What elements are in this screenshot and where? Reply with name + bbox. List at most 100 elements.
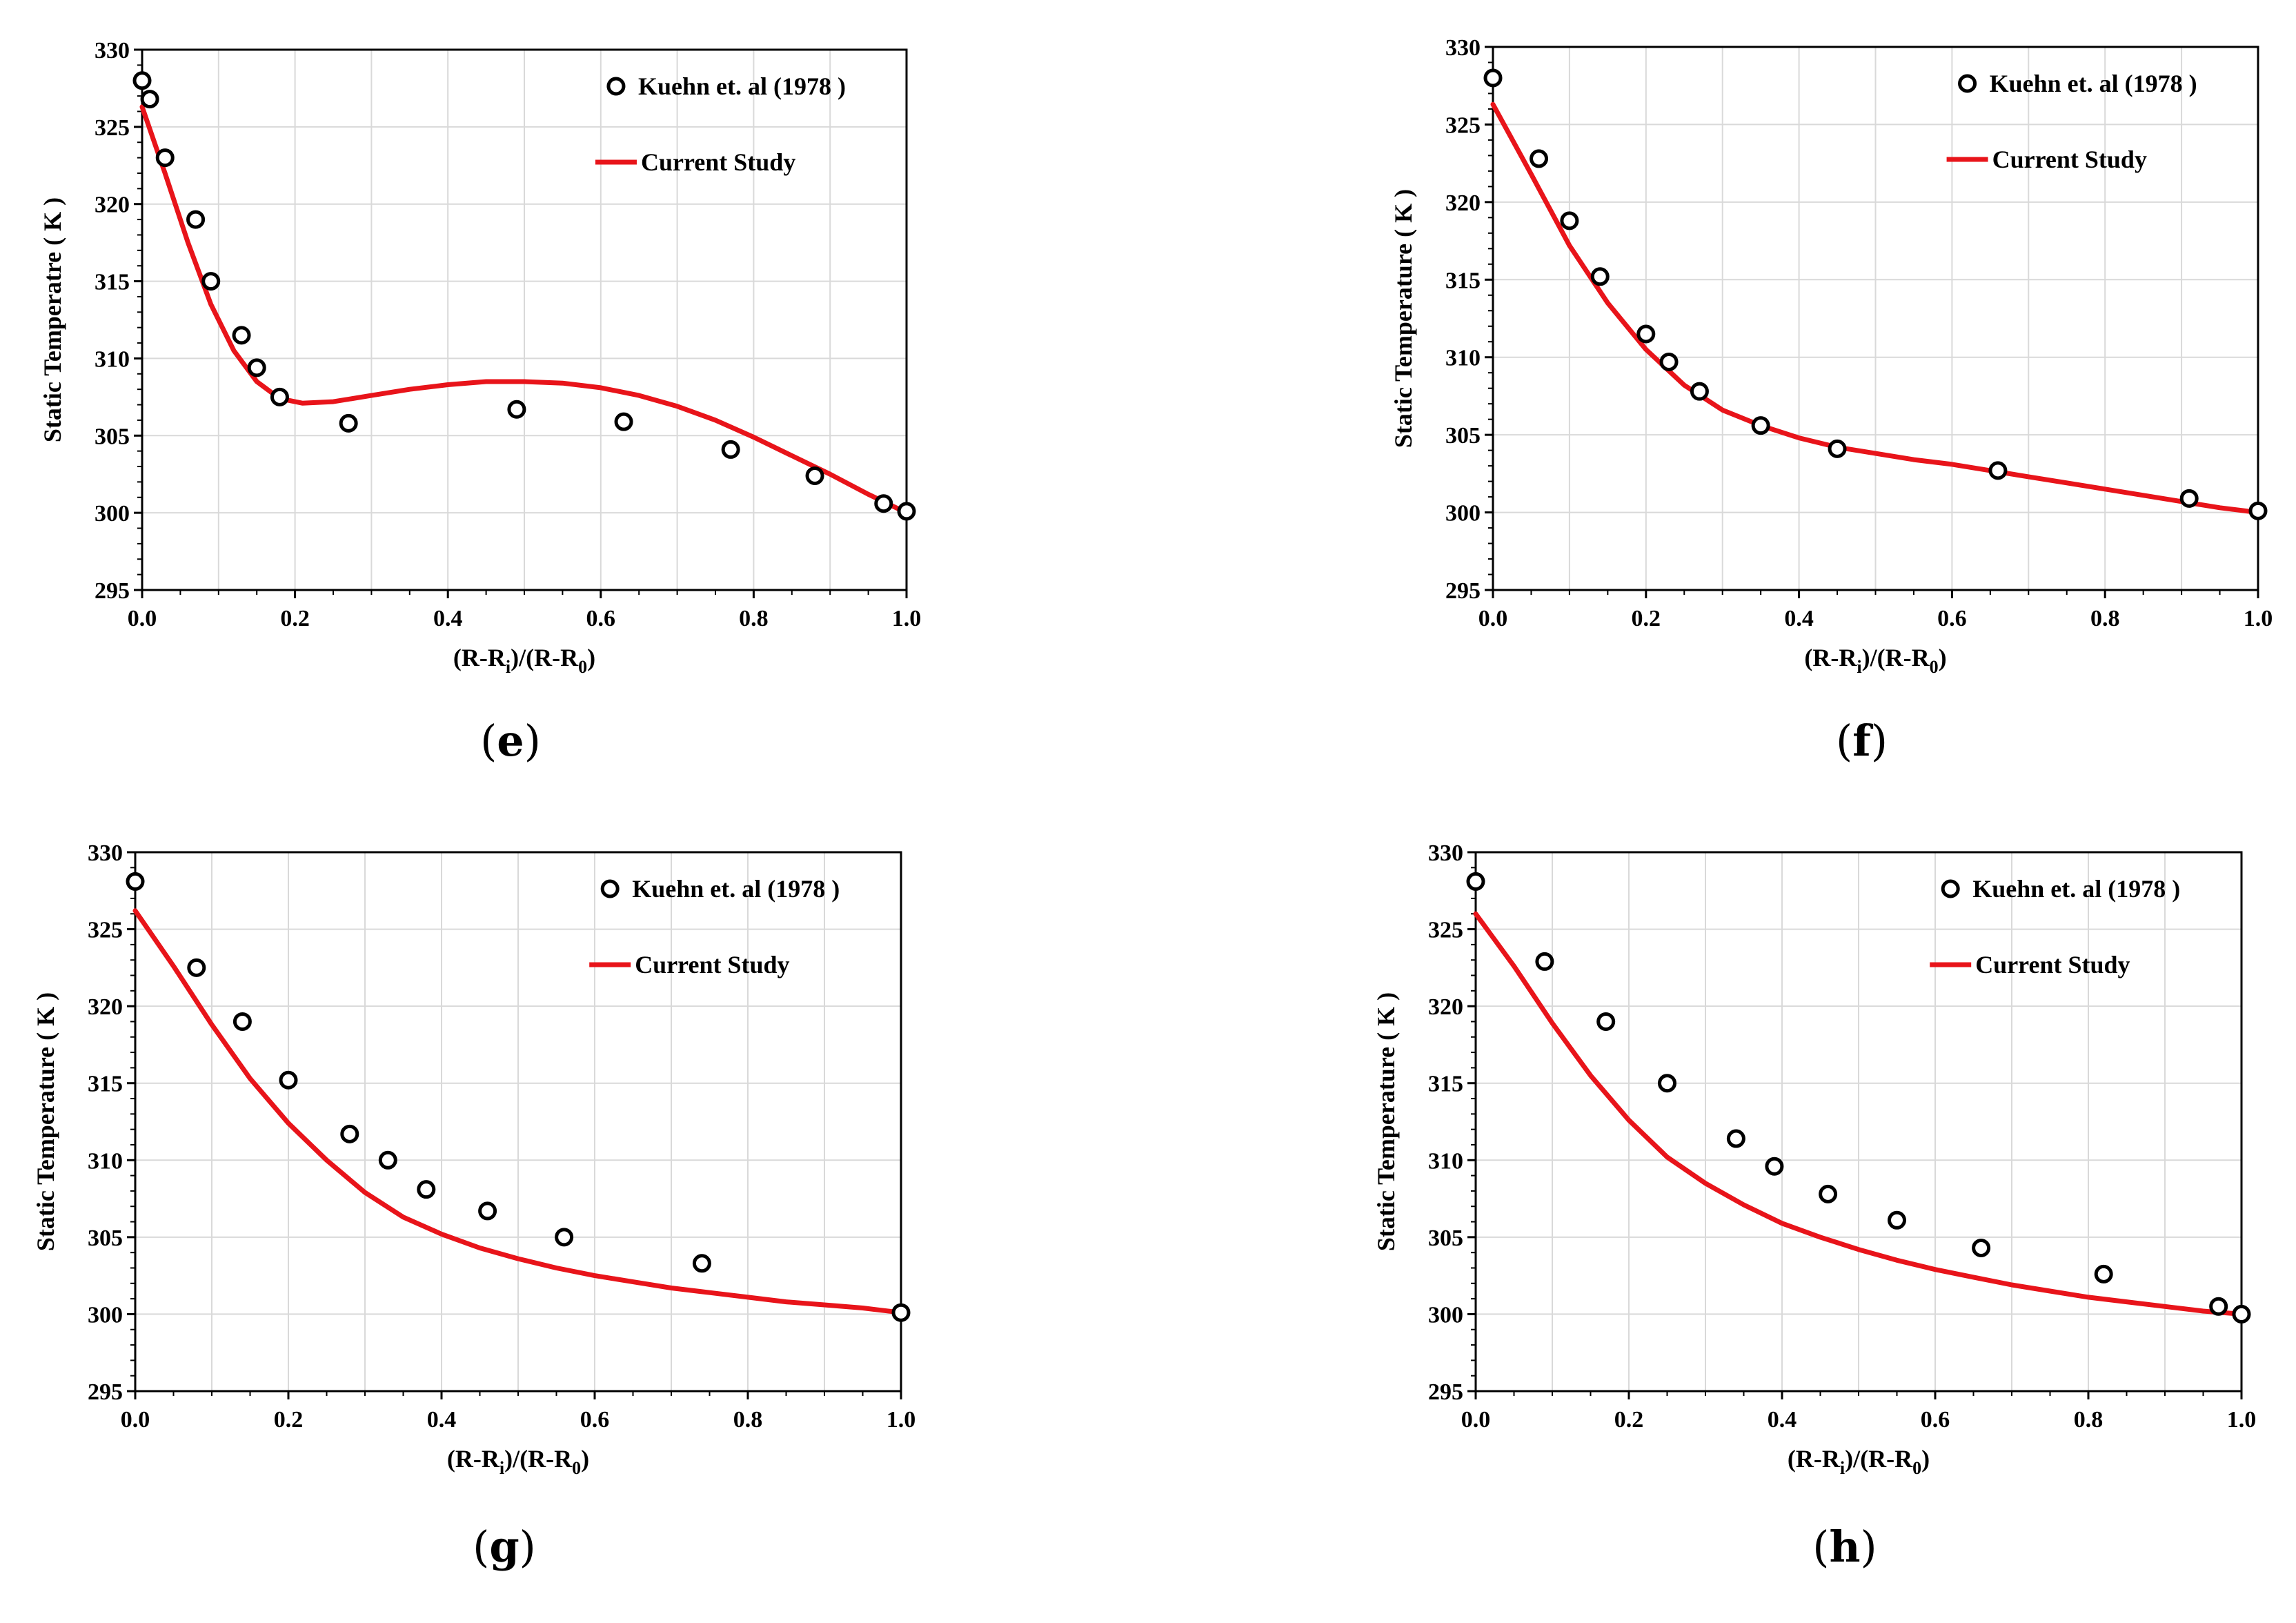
data-point-kuehn [1659,352,1679,371]
y-tick-label: 315 [95,270,130,295]
x-axis-title-part: 0 [1912,1458,1921,1478]
x-tick-label: 0.4 [1768,1407,1797,1433]
y-tick-label: 310 [95,346,130,372]
y-tick-label: 320 [95,193,130,218]
data-point-kuehn [721,440,740,459]
data-point-kuehn [126,872,145,891]
data-point-kuehn [555,1228,574,1247]
y-tick-label: 310 [1445,346,1481,371]
data-point-kuehn [897,502,916,521]
legend-label-current-study: Current Study [1975,951,2130,978]
data-point-kuehn [1530,149,1549,168]
data-point-kuehn [1560,211,1579,230]
data-point-kuehn [1658,1074,1676,1093]
x-axis-title-part: ) [587,644,595,671]
y-tick-label: 310 [88,1148,123,1174]
data-point-kuehn [692,1254,711,1273]
legend-marker-icon [606,77,626,96]
data-point-kuehn [132,71,152,90]
legend-label-current-study: Current Study [1992,146,2147,173]
x-tick-label: 0.6 [580,1407,610,1433]
data-point-kuehn [2179,489,2199,508]
panel-letter: g [489,1522,519,1572]
data-point-kuehn [2209,1297,2228,1316]
x-tick-label: 0.8 [733,1407,763,1433]
x-axis-title-part: i [506,657,511,677]
data-point-kuehn [1751,416,1770,435]
x-tick-label: 1.0 [892,606,922,631]
data-point-kuehn [232,326,251,345]
x-tick-label: 0.2 [280,606,310,631]
y-tick-label: 295 [1445,578,1481,604]
data-point-kuehn [874,494,893,513]
y-tick-label: 310 [1428,1148,1463,1174]
panel-f: 295 300 305 310 315 320 325 330 0.0 0.2 0.4 0.6 0.8 1… [1389,35,2273,766]
panel-label: (g) [473,1522,536,1572]
y-axis-title: Static Temperature ( K ) [1389,189,1417,448]
x-axis-title-part: (R-R [453,644,506,671]
data-point-kuehn [614,412,633,431]
x-axis-title-part: )/(R-R [1862,644,1930,671]
panel-label: (f) [1836,716,1888,766]
x-tick-label: 0.8 [739,606,769,631]
panel-letter: e [497,716,524,766]
y-tick-label: 320 [1445,190,1481,216]
data-point-kuehn [2094,1264,2113,1283]
legend-label-kuehn: Kuehn et. al (1978 ) [638,72,846,100]
x-tick-label: 0.4 [433,606,463,631]
x-tick-label: 1.0 [2227,1407,2257,1433]
x-axis-title: (R-Ri)/(R-R0) [453,644,595,677]
data-point-kuehn [1819,1184,1838,1203]
data-point-kuehn [1988,461,2008,480]
data-point-kuehn [805,466,824,485]
x-tick-label: 0.0 [1461,1407,1491,1433]
data-point-kuehn [507,400,526,419]
legend-label-kuehn: Kuehn et. al (1978 ) [1972,875,2180,903]
legend-label-kuehn: Kuehn et. al (1978 ) [632,875,840,903]
data-point-kuehn [1466,872,1485,891]
data-point-kuehn [270,387,289,406]
panel-e: 295 300 305 310 315 320 325 330 0.0 0.2 0.4 0.6 0.8 1… [39,38,921,766]
x-axis-title-part: 0 [578,657,587,677]
data-point-kuehn [1765,1157,1784,1176]
x-axis-title-part: )/(R-R [511,644,579,671]
data-point-kuehn [1828,439,1847,458]
data-point-kuehn [1596,1012,1616,1031]
data-point-kuehn [187,958,206,977]
panel-h: 295 300 305 310 315 320 325 330 0.0 0.2 0.4 0.6 0.8 1… [1372,840,2256,1572]
legend-marker-icon [1941,879,1960,898]
data-point-kuehn [339,413,358,433]
data-point-kuehn [247,358,266,377]
y-axis-title: Static Temperatre ( K ) [39,197,66,442]
x-tick-label: 0.2 [1614,1407,1644,1433]
x-tick-label: 0.4 [1784,606,1814,631]
data-point-kuehn [1888,1210,1906,1230]
y-tick-label: 300 [95,501,130,527]
y-tick-label: 320 [1428,994,1463,1020]
y-tick-label: 300 [88,1302,123,1328]
legend-label-current-study: Current Study [641,148,795,176]
series-line-current-study [1473,911,2244,1317]
data-point-kuehn [1972,1238,1991,1257]
data-point-kuehn [279,1070,298,1090]
data-point-kuehn [186,210,206,229]
x-tick-label: 0.6 [1921,1407,1950,1433]
series-line-current-study [1490,101,2261,515]
panel-letter: h [1829,1522,1860,1572]
data-point-kuehn [1590,267,1610,286]
data-point-kuehn [1690,382,1709,401]
y-tick-label: 295 [95,578,130,604]
x-axis-title-part: )/(R-R [1845,1445,1913,1473]
y-tick-label: 330 [95,38,130,63]
panel-label: (e) [480,716,541,766]
data-point-kuehn [232,1012,252,1031]
x-tick-label: 0.2 [1632,606,1661,631]
x-axis-title: (R-Ri)/(R-R0) [447,1445,589,1478]
y-tick-label: 295 [88,1379,123,1405]
y-tick-label: 315 [1428,1072,1463,1097]
data-point-kuehn [417,1180,436,1199]
data-point-kuehn [891,1303,911,1322]
y-tick-label: 300 [1428,1302,1463,1328]
panel-label: (h) [1812,1522,1877,1572]
